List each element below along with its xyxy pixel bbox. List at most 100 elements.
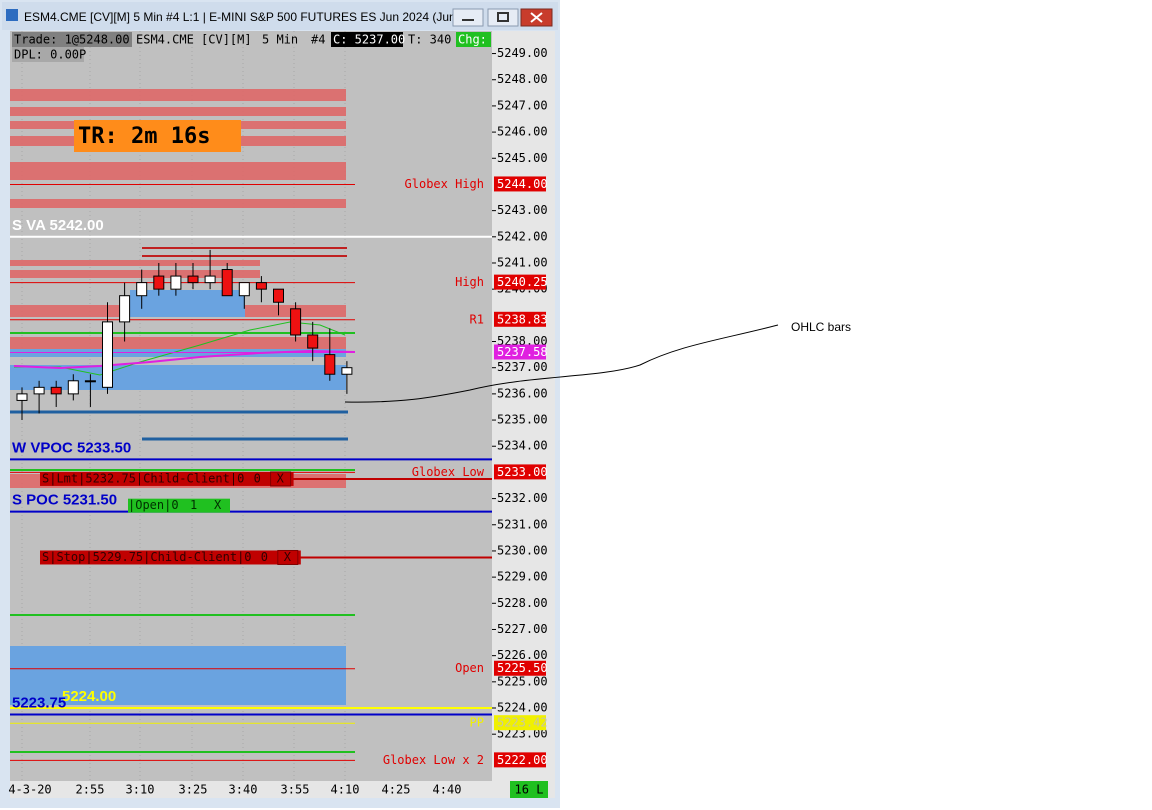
level-price: 5223.42 [497,716,548,730]
position-cancel[interactable]: X [214,498,222,512]
footer-box [510,781,548,798]
y-tick-label: 5231.00 [497,517,548,531]
candle-body [187,275,199,284]
level-box [494,344,546,360]
order-box [40,550,301,565]
left-label: W VPOC 5233.50 [12,439,131,456]
profile-band [10,162,346,180]
x-tick-label: 3:10 [126,783,155,797]
symbol: ESM4.CME [CV][M] [136,33,252,47]
x-tick-label: 4-3-20 [8,783,51,797]
level-name: High [455,275,484,289]
candle-body [50,386,62,395]
level-name: Globex Low x 2 [383,753,484,767]
profile-band [10,337,346,349]
candle-body [84,380,96,383]
level-box [494,176,546,192]
x-tick-label: 2:55 [76,783,105,797]
maximize-icon [497,12,509,22]
y-tick-label: 5243.00 [497,203,548,217]
y-tick-label: 5228.00 [497,596,548,610]
x-tick-label: 4:40 [433,783,462,797]
candle-body [204,275,216,284]
profile-band [10,260,260,266]
dynamic-layer: 5249.00 5248.00 5247.00 5246.00 5245.00 5243.… [8,46,547,796]
y-tick-label: 5229.00 [497,570,548,584]
candle-body [119,295,131,323]
candle-body [16,393,28,401]
level-name: Globex Low [412,465,485,479]
level-price: 5225.50 [497,661,548,675]
price-axis [492,31,555,781]
value-band [10,646,346,705]
candle-body [221,269,233,297]
level-price: 5244.00 [497,177,548,191]
x-tick-label: 4:25 [382,783,411,797]
candle-body [324,354,336,375]
cancel-button[interactable] [277,549,299,565]
level-price: 5240.25 [497,275,548,289]
y-tick-label: 5247.00 [497,98,548,112]
level-name: Globex High [405,177,484,191]
order-text: S|Stop|5229.75|Child-Client|0 [42,550,252,564]
level-box [494,464,546,480]
dpl-box [12,47,84,62]
y-tick-label: 5246.00 [497,125,548,139]
y-tick-label: 5224.00 [497,701,548,715]
level-box [494,274,546,290]
level-box [494,311,546,327]
level-name: PP [470,716,484,730]
profile-band [10,89,346,101]
maximize-button[interactable] [487,8,519,27]
cancel-button[interactable] [270,471,292,487]
profile-band [10,107,346,116]
left-label: 5224.00 [62,688,116,705]
interval: 5 Min [262,33,298,47]
timer-box [74,120,241,152]
y-tick-label: 5226.00 [497,648,548,662]
annotation-arrow [344,324,779,403]
candle-body [307,334,319,349]
level-name: R1 [470,312,484,326]
moving-average [13,349,356,370]
order-text: S|Lmt|5232.75|Child-Client|0 [42,471,244,485]
candle-body [102,321,113,388]
app-icon [6,9,18,21]
profile-band [10,199,346,208]
x-tick-label: 4:10 [331,783,360,797]
candle-body [255,282,267,290]
position-text: |Open|0 [128,498,179,512]
candle-body [170,275,182,290]
left-label: S VA 5242.00 [12,217,104,234]
annotation: OHLC bars [791,320,851,334]
cancel-label: X [277,471,285,485]
level-name: Open [455,661,484,675]
window-title: ESM4.CME [CV][M] 5 Min #4 L:1 | E-MINI S… [24,10,466,24]
close-price: C: 5237.00 [333,33,405,47]
candle-body [153,275,165,290]
value-band [10,365,346,390]
minimize-button[interactable] [452,8,484,27]
trade-box [12,32,132,47]
left-label: S POC 5231.50 [12,492,117,509]
order-box [40,471,294,486]
change-box [456,32,491,47]
level-price: 5233.00 [497,465,548,479]
moving-average [14,321,346,376]
close-icon [530,12,543,23]
time-axis [10,781,555,798]
trade-info: Trade: 1@5248.00 [14,33,130,47]
close-box [331,32,403,47]
level-price: 5238.83 [497,312,548,326]
y-tick-label: 5235.00 [497,413,548,427]
level-price: 5222.00 [497,753,548,767]
candle-body [136,282,148,297]
candle-body [290,308,302,336]
footer: 16 L [515,783,544,797]
position-qty: 1 [190,498,197,512]
y-tick-label: 5249.00 [497,46,548,60]
cancel-label: X [284,550,292,564]
candle-body [33,386,45,395]
x-tick-label: 3:55 [281,783,310,797]
